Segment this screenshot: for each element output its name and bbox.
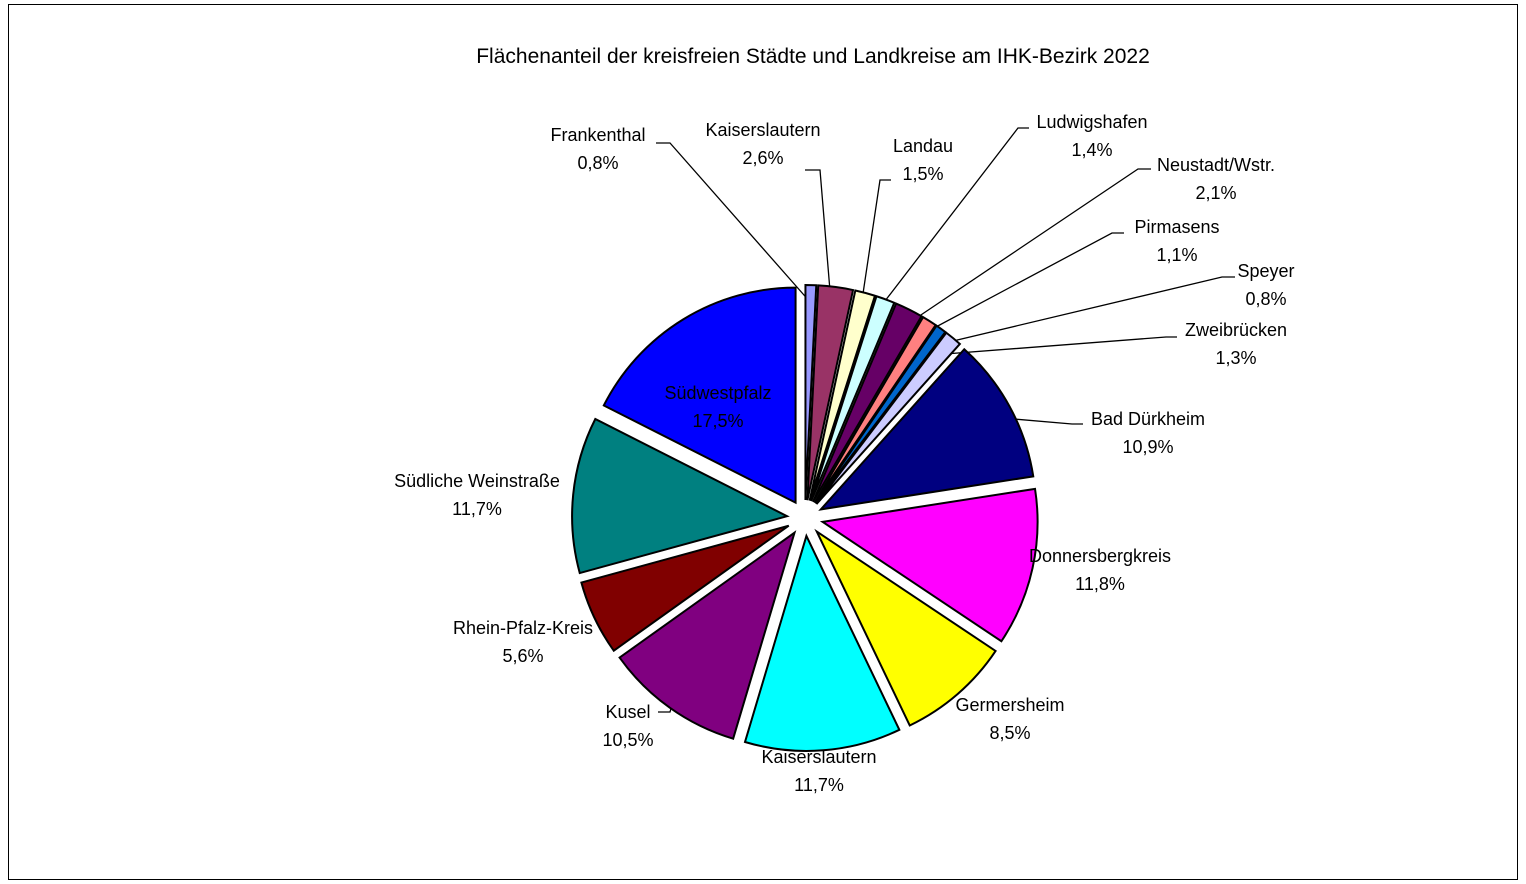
pie-slice — [804, 284, 818, 501]
pie-slice — [618, 530, 797, 740]
pie-slice — [814, 528, 997, 727]
leader-line — [902, 168, 1151, 328]
pie-slice — [808, 289, 877, 501]
slice-label: Ludwigshafen 1,4% — [1036, 112, 1147, 160]
slice-label: Rhein-Pfalz-Kreis 5,6% — [453, 618, 593, 666]
leader-line — [805, 169, 832, 304]
slice-label: Zweibrücken 1,3% — [1185, 320, 1287, 368]
slice-label: Bad Dürkheim 10,9% — [1091, 409, 1205, 457]
slice-label: Kusel 10,5% — [602, 702, 653, 750]
slice-label: Südwestpfalz 17,5% — [664, 383, 771, 431]
leader-line — [931, 276, 1235, 347]
pie-slice — [819, 487, 1039, 643]
chart-title: Flächenanteil der kreisfreien Städte und… — [476, 45, 1150, 68]
slice-label: Landau 1,5% — [893, 136, 953, 184]
pie-slice — [810, 295, 896, 502]
slice-label: Neustadt/Wstr. 2,1% — [1157, 155, 1275, 203]
pie-slice — [602, 286, 797, 505]
pie-slice — [743, 533, 901, 752]
pie-slice — [814, 324, 947, 504]
slice-label: Kaiserslautern 11,7% — [761, 747, 876, 795]
slice-label: Germersheim 8,5% — [955, 695, 1064, 743]
pie-slice — [813, 315, 938, 504]
leader-line — [1001, 417, 1083, 425]
slice-label: Südliche Weinstraße 11,7% — [394, 471, 560, 519]
leader-line — [860, 179, 891, 308]
leader-line — [944, 336, 1177, 355]
leader-line — [656, 142, 812, 304]
slice-label: Speyer 0,8% — [1237, 261, 1294, 309]
leader-line — [874, 127, 1029, 315]
pie-slice — [812, 302, 923, 503]
pie-slice — [806, 284, 855, 501]
pie-slice — [571, 417, 790, 575]
leader-line — [918, 232, 1124, 337]
slice-label: Kaiserslautern 2,6% — [705, 120, 820, 168]
pie-slice — [580, 524, 790, 653]
slice-label: Donnersbergkreis 11,8% — [1029, 546, 1171, 594]
pie-slice — [818, 347, 1035, 511]
pie-slice — [815, 331, 962, 505]
slice-label: Pirmasens 1,1% — [1134, 217, 1219, 265]
slice-label: Frankenthal 0,8% — [550, 125, 645, 173]
